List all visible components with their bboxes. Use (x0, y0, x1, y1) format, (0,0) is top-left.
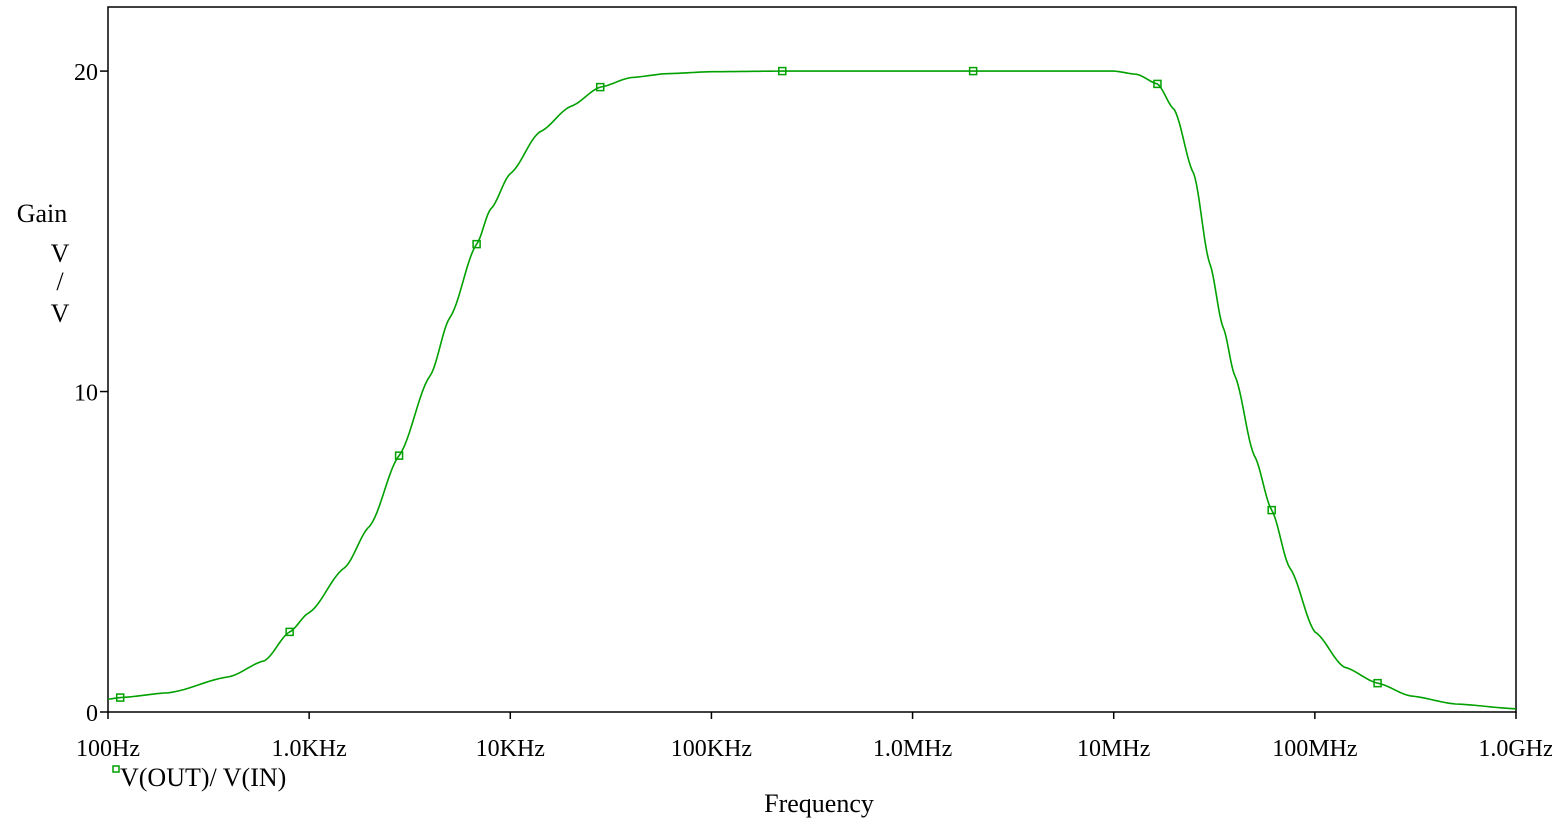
x-tick-label: 1.0GHz (1478, 736, 1552, 762)
series-marker (394, 451, 404, 460)
series-marker (472, 239, 481, 249)
x-tick-label: 10KHz (476, 736, 545, 762)
y-axis-label-unit-slash: / (56, 267, 64, 296)
legend-entry-vout-vin: V(OUT)/ V(IN) (120, 763, 286, 792)
x-tick-label: 100MHz (1272, 736, 1357, 762)
y-axis-label-unit-top: V (51, 239, 70, 268)
series-marker (1153, 79, 1162, 89)
x-axis-ticks: 100Hz 1.0KHz 10KHz 100KHz 1.0MHz 10MHz 100MHz 1… (76, 712, 1552, 762)
series-marker (285, 627, 294, 637)
legend-marker-icon (112, 765, 120, 773)
y-tick-label: 20 (74, 60, 98, 86)
series-markers (115, 66, 1382, 702)
y-axis-label-gain: Gain (17, 199, 68, 228)
series-marker (778, 66, 787, 76)
x-tick-label: 100KHz (671, 736, 752, 762)
series-marker (595, 82, 605, 92)
x-axis-label: Frequency (764, 789, 874, 818)
x-tick-label: 1.0MHz (873, 736, 952, 762)
y-axis-ticks: 0 10 20 (74, 60, 108, 727)
y-axis-label-unit-bottom: V (51, 299, 70, 328)
series-line-vout-vin (107, 70, 1517, 710)
plot-frame (107, 6, 1517, 713)
legend: V(OUT)/ V(IN) (112, 763, 286, 792)
series-marker (1267, 505, 1276, 515)
x-tick-label: 10MHz (1077, 736, 1150, 762)
series-marker (115, 693, 125, 702)
series-marker (968, 66, 978, 76)
series-marker (1373, 678, 1382, 688)
x-tick-label: 1.0KHz (271, 736, 346, 762)
y-tick-label: 10 (74, 381, 98, 407)
x-tick-label: 100Hz (76, 736, 140, 762)
y-tick-label: 0 (86, 701, 98, 727)
